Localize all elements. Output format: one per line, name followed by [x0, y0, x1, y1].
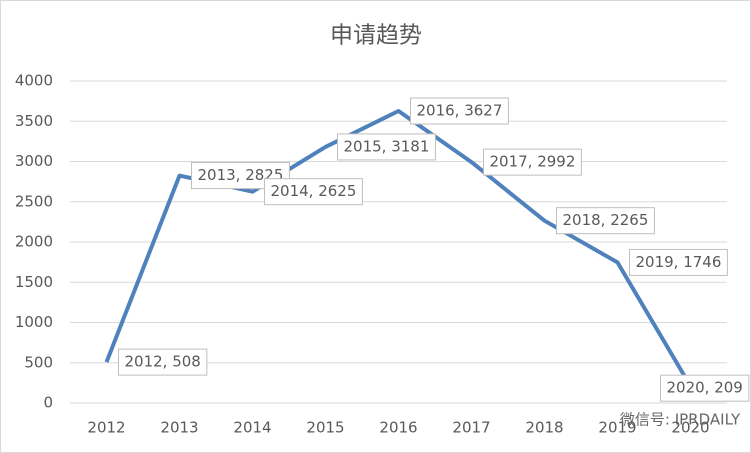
chart-title: 申请趋势	[330, 23, 422, 49]
x-tick-label: 2016	[379, 419, 417, 437]
y-tick-label: 500	[24, 353, 53, 371]
x-tick-label: 2012	[87, 419, 125, 437]
data-label-box	[629, 248, 728, 276]
x-tick-label: 2020	[671, 419, 709, 437]
data-label-text: 2018, 2265	[563, 211, 649, 229]
x-tick-label: 2019	[598, 419, 636, 437]
data-label-box	[410, 97, 509, 125]
data-label-box	[660, 374, 750, 402]
y-tick-label: 2000	[15, 233, 53, 251]
data-label-box	[118, 348, 208, 376]
data-label-text: 2017, 2992	[490, 153, 576, 171]
data-label-box	[556, 207, 655, 235]
x-tick-label: 2018	[525, 419, 563, 437]
data-label-text: 2014, 2625	[271, 182, 357, 200]
y-tick-label: 4000	[15, 72, 53, 90]
y-tick-label: 3000	[15, 152, 53, 170]
data-label-text: 2019, 1746	[636, 253, 722, 271]
data-label-box	[483, 148, 582, 176]
data-label-text: 2015, 3181	[344, 137, 430, 155]
y-tick-label: 1500	[15, 273, 53, 291]
x-tick-label: 2014	[233, 419, 271, 437]
y-tick-label: 3500	[15, 112, 53, 130]
data-label-text: 2013, 2825	[198, 166, 284, 184]
x-tick-label: 2013	[160, 419, 198, 437]
data-label-text: 2020, 209	[667, 379, 743, 397]
data-label-box	[264, 178, 363, 206]
data-label-text: 2012, 508	[125, 353, 201, 371]
y-tick-label: 0	[43, 394, 53, 412]
y-tick-label: 2500	[15, 192, 53, 210]
x-tick-label: 2017	[452, 419, 490, 437]
watermark: 微信号: IPRDAILY	[620, 411, 741, 429]
x-tick-label: 2015	[306, 419, 344, 437]
data-label-text: 2016, 3627	[417, 102, 503, 120]
y-tick-label: 1000	[15, 313, 53, 331]
data-label-box	[337, 133, 436, 161]
